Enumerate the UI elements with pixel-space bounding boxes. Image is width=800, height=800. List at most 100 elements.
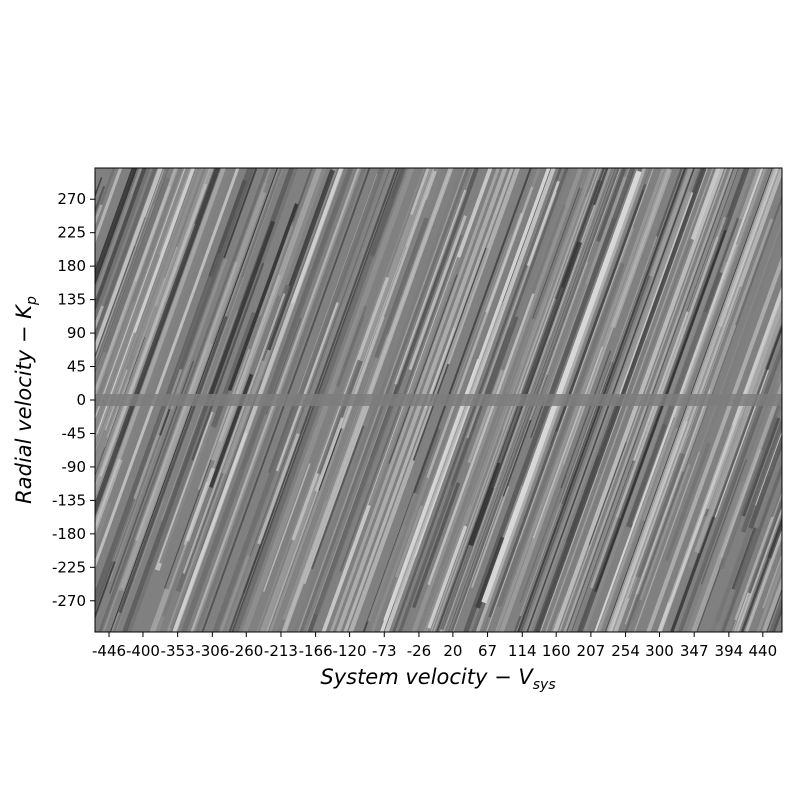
x-tick-label: -353: [161, 642, 195, 660]
heatmap-streak: [42, 382, 69, 458]
heatmap-streak: [635, 452, 685, 578]
x-tick-label: 160: [542, 642, 571, 660]
heatmap-streak: [588, 442, 627, 545]
heatmap-streak: [732, 493, 782, 632]
heatmap-streak: [169, 257, 228, 411]
y-tick-label: 135: [57, 291, 86, 309]
heatmap-streak: [596, 168, 627, 242]
heatmap-streak: [95, 169, 165, 363]
heatmap-streak: [261, 211, 354, 461]
heatmap-streak: [426, 186, 534, 479]
heatmap-streak: [519, 179, 603, 399]
x-tick-label: -400: [126, 642, 160, 660]
heatmap-streak: [221, 360, 267, 475]
heatmap-streak: [268, 394, 299, 474]
heatmap-streak: [111, 434, 162, 563]
heatmap-streak: [646, 327, 688, 433]
heatmap-streak: [427, 525, 468, 629]
heatmap-streak: [314, 417, 345, 492]
heatmap-streak: [374, 217, 429, 359]
heatmap-streak: [615, 216, 729, 519]
heatmap-streak: [746, 532, 782, 632]
heatmap-streak: [496, 262, 625, 608]
x-tick-label: 114: [508, 642, 537, 660]
heatmap-streak: [394, 505, 425, 579]
heatmap-streak: [719, 168, 763, 275]
heatmap-streak: [95, 355, 136, 469]
heatmap-streak: [648, 168, 692, 277]
heatmap-streak: [635, 218, 775, 596]
heatmap-streak: [95, 501, 112, 549]
heatmap-streak: [748, 433, 782, 529]
heatmap-streak: [95, 168, 168, 372]
heatmap-streak: [314, 399, 397, 616]
heatmap-streak: [557, 322, 610, 463]
heatmap-streak: [664, 442, 711, 562]
heatmap-streak: [790, 168, 800, 632]
heatmap-streak: [207, 220, 276, 399]
heatmap-streak: [745, 528, 782, 632]
heatmap-streak: [246, 168, 390, 557]
heatmap-streak: [700, 458, 747, 585]
heatmap-streak: [410, 168, 430, 215]
y-tick-label: -270: [52, 592, 86, 610]
heatmap-streak: [274, 301, 339, 472]
heatmap-streak: [519, 475, 567, 603]
y-tick-label: -90: [62, 458, 87, 476]
heatmap-streak: [555, 189, 645, 432]
heatmap-streak: [2, 526, 31, 607]
heatmap-streak: [182, 293, 286, 574]
heatmap-streak: [95, 232, 113, 283]
heatmap-streak: [559, 361, 616, 505]
heatmap-streak: [393, 302, 505, 604]
heatmap-streak: [103, 177, 171, 354]
heatmap-streak: [118, 316, 228, 614]
heatmap-streak: [161, 310, 239, 522]
x-tick-label: -26: [407, 642, 432, 660]
x-tick-label: 440: [748, 642, 777, 660]
heatmap-streak: [721, 462, 782, 632]
x-axis-ticks: -446 -400 -353 -306 -260 -213 -166 -120 -73 -26 20…: [92, 632, 777, 660]
heatmap-streak: [152, 253, 220, 438]
heatmap-streak: [413, 210, 439, 277]
heatmap-streak: [592, 168, 609, 206]
heatmap-streak: [564, 454, 601, 543]
x-tick-label: 20: [443, 642, 462, 660]
heatmap-streak: [626, 217, 743, 528]
heatmap-streak: [628, 286, 742, 599]
heatmap-streak: [788, 168, 800, 632]
x-tick-label: -446: [92, 642, 126, 660]
heatmap-streak: [690, 168, 721, 241]
heatmap-streak: [208, 179, 248, 278]
heatmap-streak: [783, 168, 800, 632]
zero-band: [95, 394, 782, 406]
heatmap-streak: [781, 526, 782, 528]
heatmap-streak: [95, 168, 177, 396]
heatmap-streak: [785, 168, 800, 632]
heatmap-streak: [641, 427, 679, 522]
heatmap-streak: [671, 243, 738, 418]
heatmap-streak: [792, 168, 800, 632]
heatmap-streak: [258, 225, 294, 317]
heatmap-streak: [204, 182, 267, 349]
heatmap-streak: [282, 333, 390, 621]
heatmap-streak: [209, 373, 255, 489]
heatmap-streak: [0, 508, 9, 585]
heatmap-streak: [597, 339, 650, 475]
heatmap-streak: [369, 168, 407, 257]
heatmap-streak: [562, 207, 657, 465]
x-tick-label: -166: [299, 642, 333, 660]
heatmap-streak: [325, 357, 378, 501]
heatmap-streak: [796, 213, 800, 276]
heatmap-streak: [498, 287, 564, 464]
y-tick-label: -225: [52, 558, 86, 576]
heatmap-streak: [639, 464, 691, 601]
heatmap-streak: [467, 369, 504, 464]
heatmap-streak: [792, 384, 800, 481]
heatmap-streak: [95, 168, 151, 322]
heatmap-streak: [631, 262, 729, 525]
x-tick-label: 207: [577, 642, 606, 660]
y-tick-label: 45: [67, 358, 86, 376]
heatmap-streak: [542, 176, 628, 403]
